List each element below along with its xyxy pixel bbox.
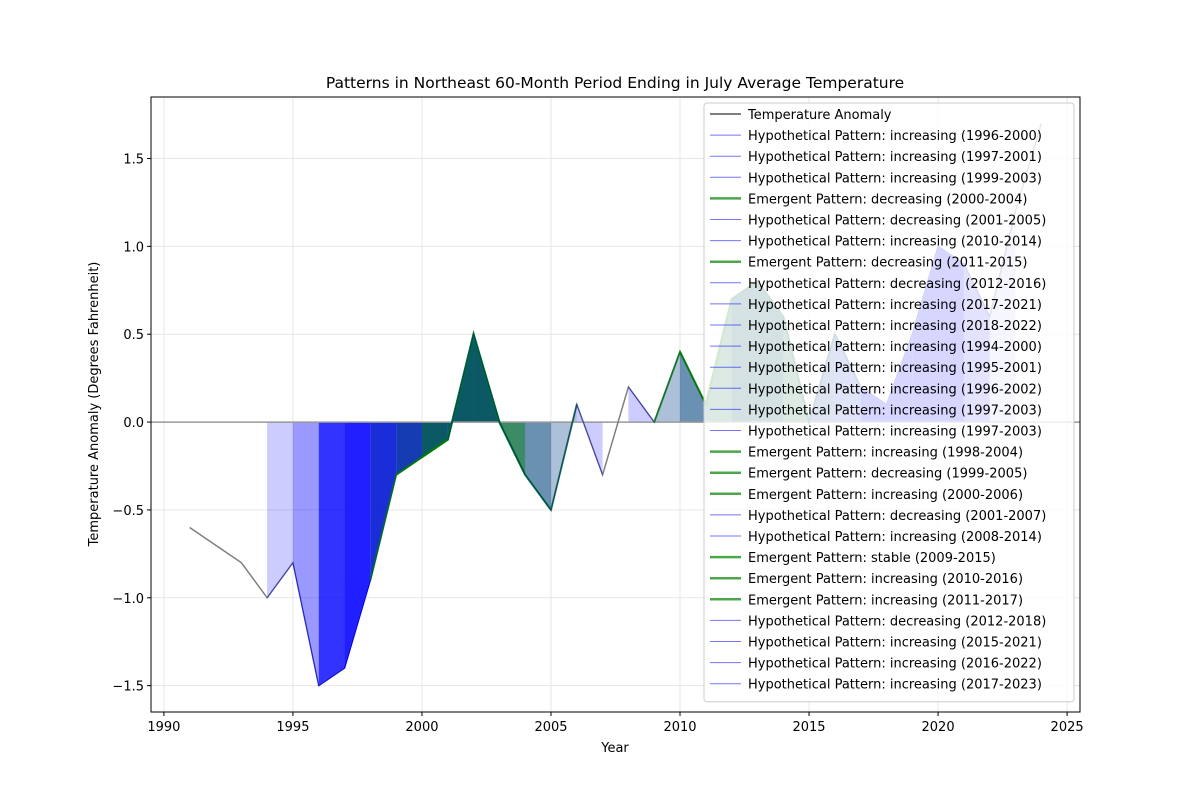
legend-entry: Hypothetical Pattern: increasing (1999-2… [748,171,1042,186]
legend-entry: Hypothetical Pattern: increasing (1997-2… [748,150,1042,165]
legend-entry: Emergent Pattern: stable (2009-2015) [748,551,996,566]
y-tick-label: 0.0 [123,416,144,431]
chart-title: Patterns in Northeast 60-Month Period En… [326,74,904,92]
legend-entry: Hypothetical Pattern: increasing (1997-2… [748,425,1042,440]
x-axis: 1990 1995 2000 2005 2010 2015 2020 2025 [147,712,1084,735]
hypothetical-fill-segment [525,422,551,510]
legend-entry: Hypothetical Pattern: decreasing (2012-2… [748,277,1046,292]
y-tick-label: 1.0 [123,240,144,255]
legend-entry: Hypothetical Pattern: increasing (2008-2… [748,530,1042,545]
emergent-fill-segment [525,422,551,510]
legend-entry: Emergent Pattern: decreasing (2000-2004) [748,192,1027,207]
hypothetical-fill-segment [318,422,345,686]
legend-entry: Hypothetical Pattern: increasing (1996-2… [748,129,1042,144]
legend-entry: Hypothetical Pattern: increasing (1996-2… [748,382,1042,397]
x-tick-label: 2015 [792,720,825,735]
hypothetical-fill-segment [680,351,706,423]
legend-entry: Hypothetical Pattern: decreasing (2001-2… [748,214,1046,229]
hypothetical-pattern-line [447,332,604,512]
x-tick-label: 2000 [405,720,438,735]
x-tick-label: 2020 [922,720,955,735]
legend-entry: Emergent Pattern: increasing (2011-2017) [748,593,1023,608]
x-axis-title: Year [600,741,629,756]
y-tick-label: 1.5 [123,153,144,168]
legend: Temperature Anomaly Hypothetical Pattern:… [703,102,1075,703]
legend-entry: Emergent Pattern: increasing (2010-2016) [748,572,1023,587]
y-tick-label: −1.5 [112,680,144,695]
legend-entry: Emergent Pattern: decreasing (2011-2015) [748,256,1027,271]
legend-entry: Emergent Pattern: increasing (2000-2006) [748,488,1023,503]
legend-entry: Hypothetical Pattern: increasing (1997-2… [748,403,1042,418]
legend-entry: Temperature Anomaly [747,108,892,123]
legend-entry: Hypothetical Pattern: increasing (2018-2… [748,319,1042,334]
hypothetical-fill-segment [370,422,397,581]
legend-entry: Hypothetical Pattern: increasing (2016-2… [748,657,1042,672]
legend-entry: Hypothetical Pattern: increasing (2017-2… [748,298,1042,313]
legend-entry: Hypothetical Pattern: increasing (2010-2… [748,235,1042,250]
legend-entry: Emergent Pattern: decreasing (1999-2005) [748,467,1027,482]
hypothetical-fill-segment [292,422,319,686]
x-tick-label: 2005 [534,720,567,735]
hypothetical-fill-segment [396,422,422,475]
x-tick-label: 1995 [276,720,309,735]
emergent-fill-segment [396,422,422,475]
legend-entry: Hypothetical Pattern: increasing (1994-2… [748,340,1042,355]
emergent-fill-segment [680,351,706,423]
legend-entry: Hypothetical Pattern: decreasing (2012-2… [748,614,1046,629]
y-tick-label: −0.5 [112,504,144,519]
hypothetical-fill-segment [267,422,293,598]
legend-entry: Hypothetical Pattern: increasing (2015-2… [748,636,1042,651]
x-tick-label: 2025 [1051,720,1084,735]
legend-entry: Hypothetical Pattern: decreasing (2001-2… [748,509,1046,524]
legend-box [703,102,1075,703]
legend-entry: Emergent Pattern: increasing (1998-2004) [748,446,1023,461]
y-axis-title: Temperature Anomaly (Degrees Fahrenheit) [87,262,102,548]
legend-entry: Hypothetical Pattern: increasing (2017-2… [748,678,1042,693]
y-tick-label: −1.0 [112,592,144,607]
emergent-fill-segment [370,422,397,581]
hypothetical-fill-segment [344,422,371,669]
plot-frame [150,96,1081,713]
x-tick-label: 2010 [663,720,696,735]
legend-entry: Hypothetical Pattern: increasing (1995-2… [748,361,1042,376]
y-tick-label: 0.5 [123,328,144,343]
emergent-fill-segment [421,422,448,458]
x-tick-label: 1990 [147,720,180,735]
y-axis: −1.5 −1.0 −0.5 0.0 0.5 1.0 1.5 [112,153,151,695]
